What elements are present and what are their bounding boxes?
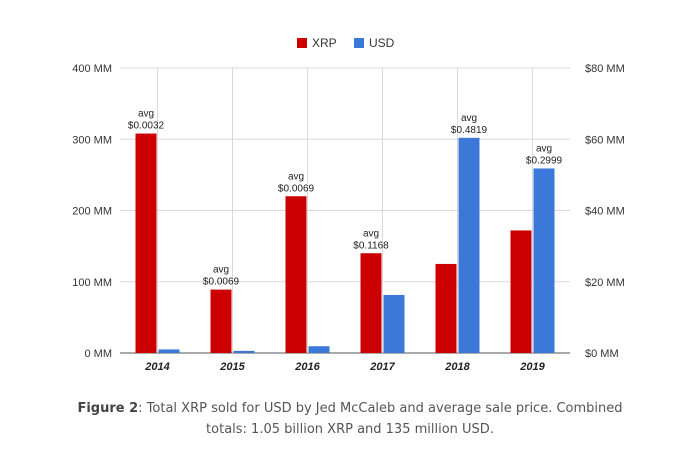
data-label-price: $0.2999 bbox=[526, 155, 563, 166]
bar-xrp-2018 bbox=[435, 263, 457, 353]
bar-xrp-2019 bbox=[510, 230, 532, 353]
data-label-avg: avg bbox=[363, 228, 379, 239]
grid bbox=[120, 67, 570, 354]
legend-swatch-xrp bbox=[297, 38, 307, 48]
data-label-price: $0.0069 bbox=[278, 183, 315, 194]
data-label-avg: avg bbox=[461, 113, 477, 124]
bar-xrp-2014 bbox=[135, 133, 157, 353]
bar-xrp-2017 bbox=[360, 253, 382, 353]
caption-text: : Total XRP sold for USD by Jed McCaleb … bbox=[138, 401, 623, 437]
x-tick-label: 2015 bbox=[219, 361, 245, 373]
x-tick-label: 2019 bbox=[519, 361, 545, 373]
bars bbox=[135, 133, 555, 353]
left-tick-label: 200 MM bbox=[72, 206, 112, 218]
right-tick-label: $20 MM bbox=[585, 277, 625, 289]
data-label-avg: avg bbox=[213, 265, 229, 276]
x-tick-label: 2016 bbox=[294, 361, 320, 373]
x-axis: 2014 2015 2016 2017 2018 2019 bbox=[144, 361, 545, 373]
bar-usd-2019 bbox=[533, 168, 555, 353]
right-axis: $0 MM $20 MM $40 MM $60 MM $80 MM bbox=[585, 63, 625, 360]
legend-label-usd: USD bbox=[369, 36, 395, 50]
x-tick-label: 2017 bbox=[369, 361, 395, 373]
caption-label: Figure 2 bbox=[77, 401, 139, 416]
left-tick-label: 300 MM bbox=[72, 134, 112, 146]
left-tick-label: 0 MM bbox=[85, 348, 113, 360]
data-label-avg: avg bbox=[536, 143, 552, 154]
bar-usd-2016 bbox=[308, 346, 330, 353]
bar-usd-2014 bbox=[158, 349, 180, 353]
x-tick-label: 2014 bbox=[144, 361, 169, 373]
bar-xrp-2015 bbox=[210, 289, 232, 353]
right-tick-label: $80 MM bbox=[585, 63, 625, 75]
bar-usd-2015 bbox=[233, 350, 255, 353]
bar-usd-2018 bbox=[458, 137, 480, 353]
data-label-avg: avg bbox=[138, 109, 154, 120]
right-tick-label: $0 MM bbox=[585, 348, 619, 360]
bar-usd-2017 bbox=[383, 294, 405, 353]
legend-swatch-usd bbox=[354, 38, 364, 48]
data-labels: avg$0.0032avg$0.0069avg$0.0069avg$0.1168… bbox=[128, 109, 563, 288]
data-label-avg: avg bbox=[288, 171, 304, 182]
left-tick-label: 400 MM bbox=[72, 63, 112, 75]
data-label-price: $0.4819 bbox=[451, 125, 488, 136]
data-label-price: $0.0032 bbox=[128, 121, 165, 132]
data-label-price: $0.0069 bbox=[203, 277, 240, 288]
bar-xrp-2016 bbox=[285, 196, 307, 353]
bar-chart: XRP USD 0 MM 100 MM 200 MM 300 MM 400 MM $0 M… bbox=[72, 36, 625, 373]
legend-label-xrp: XRP bbox=[312, 36, 337, 50]
right-tick-label: $60 MM bbox=[585, 134, 625, 146]
left-tick-label: 100 MM bbox=[72, 277, 112, 289]
x-tick-label: 2018 bbox=[444, 361, 470, 373]
data-label-price: $0.1168 bbox=[353, 240, 389, 251]
figure-caption: Figure 2: Total XRP sold for USD by Jed … bbox=[60, 398, 640, 440]
legend: XRP USD bbox=[297, 36, 395, 50]
left-axis: 0 MM 100 MM 200 MM 300 MM 400 MM bbox=[72, 63, 112, 360]
right-tick-label: $40 MM bbox=[585, 206, 625, 218]
